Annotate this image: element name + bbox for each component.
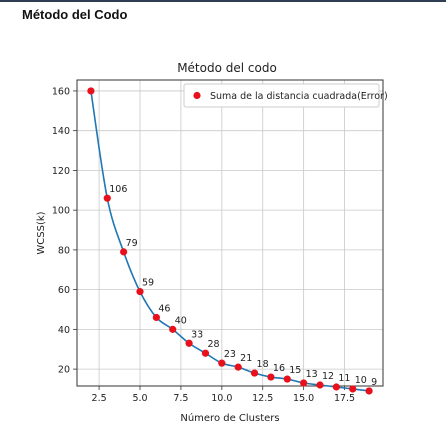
data-point — [136, 288, 144, 296]
data-point — [201, 349, 210, 357]
y-tick-label: 60 — [58, 285, 70, 296]
x-tick-label: 17.5 — [334, 393, 355, 404]
data-point — [250, 369, 259, 377]
data-label: 33 — [191, 329, 203, 340]
data-point — [152, 313, 160, 322]
data-label: 15 — [289, 365, 301, 376]
grid-layer — [77, 80, 383, 386]
data-label: 21 — [240, 353, 252, 364]
x-tick-label: 7.5 — [173, 393, 188, 404]
data-label: 9 — [371, 377, 377, 388]
data-point — [349, 385, 357, 393]
x-tick-label: 12.5 — [252, 393, 273, 404]
data-label: 40 — [175, 315, 187, 326]
data-point — [120, 248, 128, 256]
y-tick-label: 120 — [52, 166, 70, 177]
x-tick-label: 2.5 — [92, 393, 107, 404]
data-point — [316, 381, 324, 389]
data-label: 10 — [355, 375, 367, 386]
data-label: 18 — [257, 359, 269, 370]
data-label: 16 — [273, 363, 285, 374]
data-label: 79 — [126, 238, 138, 249]
legend-frame — [183, 83, 380, 108]
data-label: 12 — [322, 371, 334, 382]
data-point — [267, 373, 275, 381]
legend-marker — [193, 91, 201, 100]
plot-frame — [76, 79, 384, 387]
data-point — [185, 339, 193, 347]
data-point — [234, 363, 242, 371]
data-label: 13 — [306, 369, 318, 380]
y-axis-label: WCSS(k) — [36, 211, 47, 254]
y-tick-label: 160 — [52, 86, 70, 97]
data-point — [87, 87, 95, 95]
y-tick-label: 140 — [52, 126, 70, 137]
chart-title: Método del codo — [177, 61, 277, 75]
data-label: 28 — [207, 339, 219, 350]
x-axis-label: Número de Clusters — [180, 412, 279, 424]
legend-entry: Suma de la distancia cuadrada(Error) — [210, 91, 388, 102]
x-tick-label: 5.0 — [132, 393, 147, 404]
data-point — [169, 325, 177, 333]
data-label: 46 — [158, 303, 170, 314]
data-label: 59 — [142, 278, 154, 289]
data-point — [365, 387, 373, 395]
x-tick-label: 10.0 — [211, 393, 232, 404]
y-tick-label: 80 — [58, 245, 70, 256]
top-rule — [0, 0, 446, 2]
data-point — [103, 194, 111, 202]
data-label: 11 — [338, 373, 350, 384]
x-tick-label: 15.0 — [293, 393, 314, 404]
legend: Suma de la distancia cuadrada(Error) — [183, 83, 388, 108]
data-point — [332, 383, 340, 391]
data-point — [300, 379, 308, 387]
data-point — [218, 359, 226, 367]
data-label: 106 — [109, 184, 127, 195]
y-tick-label: 100 — [52, 206, 70, 217]
y-tick-label: 40 — [58, 325, 70, 336]
data-label: 23 — [224, 349, 236, 360]
series-layer — [87, 87, 373, 395]
labels-layer: 106 79 59 46 40 33 28 23 21 18 16 15 13 12 11 10 9 — [109, 184, 377, 388]
page-heading: Método del Codo — [22, 7, 128, 22]
ticks-layer: 2.5 5.0 7.5 10.0 12.5 15.0 17.5 20 40 60 80 100 120 1… — [52, 86, 355, 404]
data-point — [283, 375, 291, 383]
y-tick-label: 20 — [58, 365, 70, 376]
